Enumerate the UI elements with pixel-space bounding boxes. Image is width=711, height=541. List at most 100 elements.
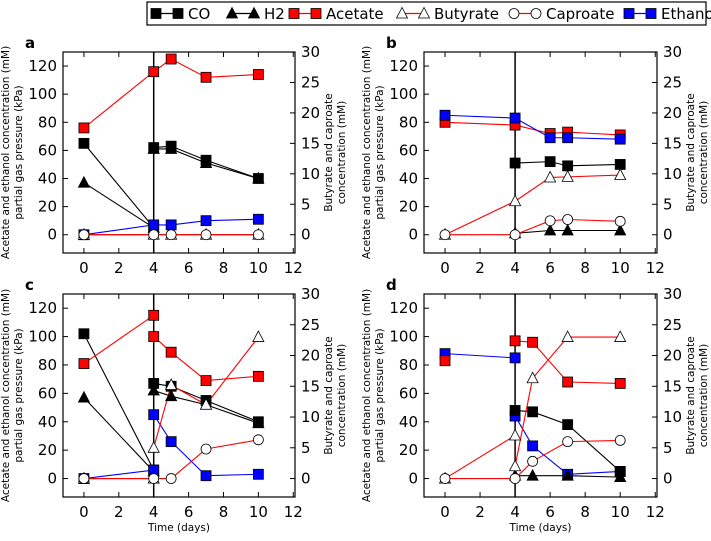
x-tick-label: 6 <box>184 503 194 521</box>
data-point-acetate <box>562 376 574 388</box>
x-tick-label: 4 <box>510 259 520 277</box>
legend-label: CO <box>188 5 210 23</box>
series-line-ethanol <box>153 414 259 477</box>
data-point-caproate <box>439 473 451 484</box>
legend-marker <box>645 8 657 19</box>
series-line-acetate <box>515 340 621 384</box>
data-point-ethanol <box>200 215 212 227</box>
data-point-butyrate <box>614 168 627 180</box>
data-point-h2 <box>199 156 213 168</box>
y-tick-label: 80 <box>399 356 418 374</box>
data-point-acetate <box>165 346 177 358</box>
series-line-h2 <box>515 229 621 234</box>
y-axis-label: Acetate and ethanol concentration (mM) <box>0 289 12 502</box>
data-point-butyrate <box>252 330 265 342</box>
data-point-co <box>562 419 574 431</box>
y-tick-label: 120 <box>28 299 57 317</box>
data-point-acetate <box>165 53 177 65</box>
y2-tick-label: 5 <box>663 439 673 457</box>
series-line-ethanol <box>83 469 154 480</box>
y2-axis-label: concentration (mM) <box>698 344 710 448</box>
y2-axis-label: Butyrate and caproate <box>323 93 335 211</box>
y-tick-label: 40 <box>38 413 57 431</box>
y-tick-label: 100 <box>389 328 418 346</box>
data-point-acetate <box>148 309 160 321</box>
data-point-butyrate <box>543 170 557 183</box>
series-line-acetate <box>445 121 621 136</box>
y2-tick-label: 0 <box>301 226 311 244</box>
y-axis-label: partial gas pressure (kPa) <box>13 85 25 219</box>
data-point-caproate <box>614 435 626 446</box>
x-tick-label: 12 <box>284 259 303 277</box>
y-tick-label: 120 <box>389 57 418 75</box>
legend-item-acetate: Acetate <box>288 5 384 23</box>
y-tick-label: 100 <box>389 85 418 103</box>
data-point-caproate <box>527 455 539 467</box>
data-point-caproate <box>78 229 90 241</box>
data-point-acetate <box>148 66 160 78</box>
y-tick-label: 120 <box>28 57 57 75</box>
y2-tick-label: 10 <box>301 165 320 183</box>
series-line-h2 <box>515 475 621 478</box>
data-point-caproate <box>439 229 451 241</box>
plot-frame <box>423 51 658 254</box>
data-point-caproate <box>509 229 521 241</box>
legend-marker <box>395 6 409 19</box>
data-point-h2 <box>614 223 627 236</box>
y-axis-label: partial gas pressure (kPa) <box>374 328 386 462</box>
x-tick-label: 6 <box>184 259 194 277</box>
x-tick-label: 4 <box>149 503 159 521</box>
x-tick-label: 12 <box>646 503 665 521</box>
legend-item-caproate: Caproate <box>508 5 615 23</box>
x-tick-label: 8 <box>219 503 229 521</box>
data-point-ethanol <box>562 132 574 144</box>
data-point-caproate <box>148 473 160 484</box>
y2-tick-label: 5 <box>301 195 311 213</box>
y2-axis-label: concentration (mM) <box>336 101 348 205</box>
panel-b: b0 2 4 6 8 10 12020406080100120051015202530Ace… <box>361 34 710 277</box>
data-point-ethanol <box>252 468 264 480</box>
data-point-caproate <box>165 473 177 484</box>
data-point-butyrate <box>164 378 178 390</box>
legend-marker <box>172 8 184 19</box>
series-line-butyrate <box>153 336 259 448</box>
data-point-ethanol <box>544 132 556 144</box>
y2-tick-label: 15 <box>663 377 682 395</box>
data-point-caproate <box>614 215 626 227</box>
data-point-h2 <box>252 171 265 184</box>
data-point-acetate <box>439 355 451 367</box>
legend-marker <box>310 8 322 19</box>
legend-label: Acetate <box>326 5 384 23</box>
y2-tick-label: 15 <box>663 134 682 152</box>
x-tick-label: 2 <box>475 259 485 277</box>
data-point-butyrate <box>508 459 522 472</box>
y-tick-label: 100 <box>28 85 57 103</box>
data-point-ethanol <box>165 436 177 448</box>
legend-label: Butyrate <box>434 5 499 23</box>
data-point-h2 <box>526 468 539 481</box>
x-tick-label: 6 <box>545 259 555 277</box>
legend-label: Caproate <box>546 5 615 23</box>
y-tick-label: 80 <box>38 356 57 374</box>
data-point-acetate <box>148 331 160 342</box>
y-tick-label: 60 <box>399 141 418 159</box>
data-point-h2 <box>614 470 627 483</box>
y2-axis-label: Butyrate and caproate <box>323 336 335 454</box>
data-point-acetate <box>509 335 521 347</box>
panel-label: a <box>25 34 35 52</box>
legend-item-co: CO <box>150 5 210 23</box>
panel-c: c0 2 4 6 8 10 12020406080100120051015202530Ace… <box>0 276 348 534</box>
series-line-acetate <box>83 58 259 129</box>
data-point-acetate <box>78 358 90 369</box>
x-axis-label: Time (days) <box>508 522 571 534</box>
data-point-h2 <box>561 223 574 236</box>
series-line-ethanol <box>444 353 516 359</box>
data-point-caproate <box>78 473 90 484</box>
y-tick-label: 40 <box>399 170 418 188</box>
y2-tick-label: 20 <box>663 104 682 122</box>
data-point-butyrate <box>561 170 574 182</box>
series-line-butyrate <box>444 174 621 236</box>
data-point-acetate <box>527 336 539 348</box>
y2-tick-label: 25 <box>301 73 320 91</box>
